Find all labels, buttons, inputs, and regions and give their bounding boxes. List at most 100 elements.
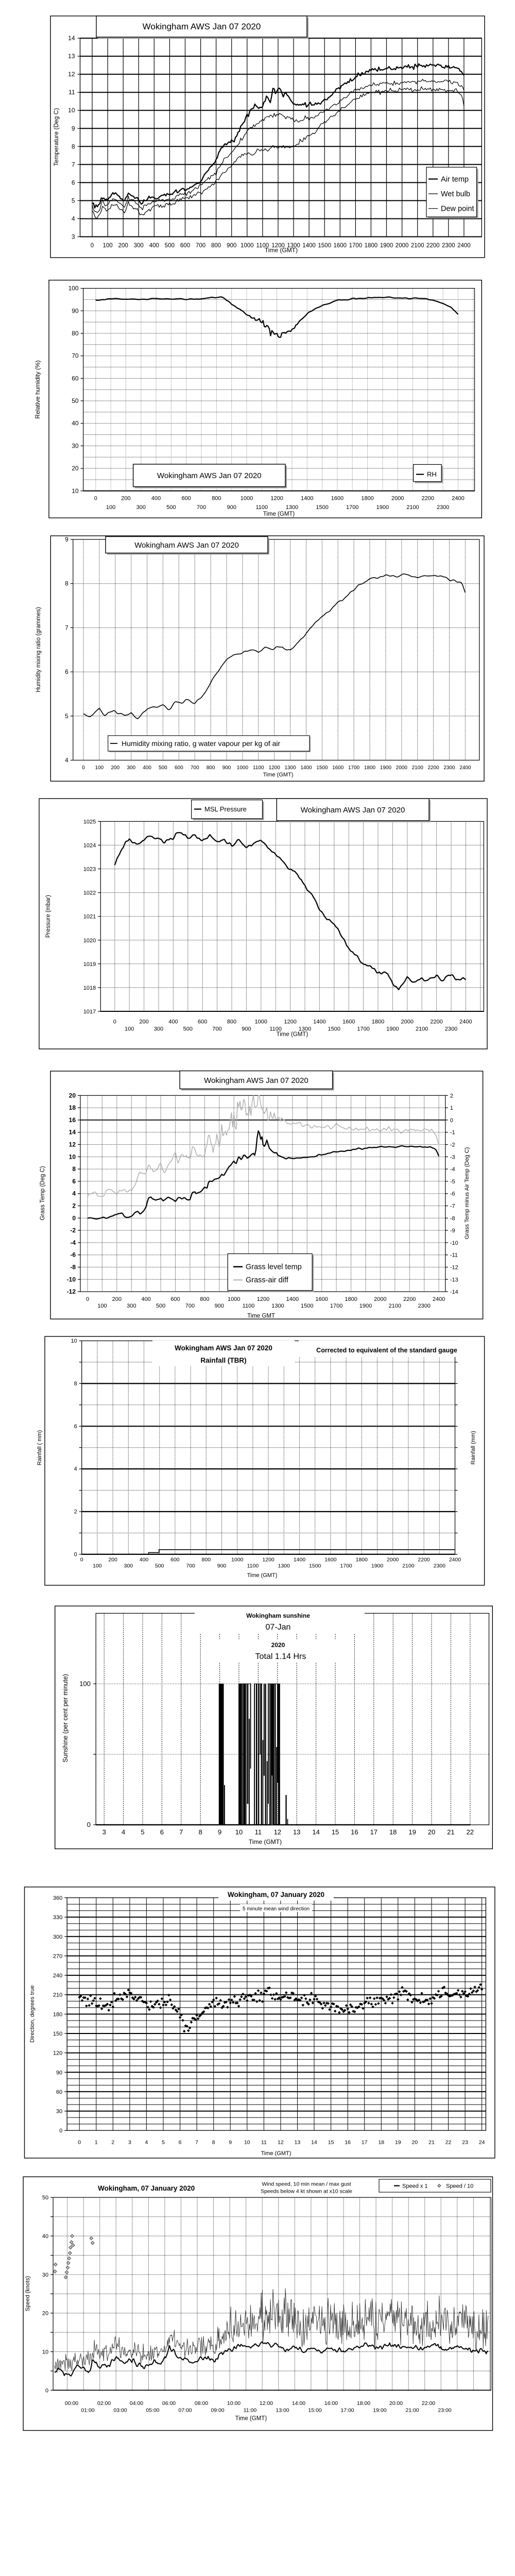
svg-text:14: 14 xyxy=(68,35,75,42)
svg-text:20: 20 xyxy=(412,2140,418,2146)
svg-text:6: 6 xyxy=(72,1178,76,1185)
svg-text:400: 400 xyxy=(143,765,151,771)
svg-text:00:00: 00:00 xyxy=(65,2400,78,2406)
svg-text:1700: 1700 xyxy=(340,1563,352,1569)
svg-text:20:00: 20:00 xyxy=(389,2400,403,2406)
svg-text:Time (GMT): Time (GMT) xyxy=(249,1838,282,1845)
svg-text:19:00: 19:00 xyxy=(373,2408,386,2414)
svg-text:0: 0 xyxy=(86,1296,89,1302)
svg-text:2200: 2200 xyxy=(426,243,440,249)
svg-text:1024: 1024 xyxy=(83,842,96,849)
svg-text:1600: 1600 xyxy=(315,1296,328,1302)
svg-text:0: 0 xyxy=(87,1821,91,1828)
svg-text:21: 21 xyxy=(428,2140,435,2146)
svg-text:Total 1.14 Hrs: Total 1.14 Hrs xyxy=(255,1652,306,1661)
svg-text:4: 4 xyxy=(65,757,68,764)
svg-text:1500: 1500 xyxy=(301,1303,313,1309)
svg-text:-14: -14 xyxy=(450,1289,458,1295)
svg-text:300: 300 xyxy=(53,1934,62,1940)
svg-text:3: 3 xyxy=(102,1828,106,1836)
svg-text:700: 700 xyxy=(197,504,206,511)
svg-text:2: 2 xyxy=(111,2140,114,2146)
svg-text:240: 240 xyxy=(53,1973,62,1979)
svg-text:2: 2 xyxy=(72,1202,76,1210)
svg-text:1800: 1800 xyxy=(364,765,376,771)
svg-text:1800: 1800 xyxy=(361,495,373,501)
svg-text:20: 20 xyxy=(428,1828,435,1836)
svg-text:Relative humidity (%): Relative humidity (%) xyxy=(34,360,41,418)
svg-text:15: 15 xyxy=(328,2140,334,2146)
svg-text:1200: 1200 xyxy=(270,495,283,501)
svg-text:17:00: 17:00 xyxy=(340,2408,354,2414)
svg-text:9: 9 xyxy=(65,536,68,543)
svg-text:30: 30 xyxy=(42,2272,48,2278)
svg-text:11: 11 xyxy=(255,1828,262,1836)
svg-text:300: 300 xyxy=(134,243,144,249)
svg-text:800: 800 xyxy=(211,243,221,249)
svg-text:23:00: 23:00 xyxy=(438,2408,451,2414)
svg-text:300: 300 xyxy=(127,1303,136,1309)
svg-text:09:00: 09:00 xyxy=(211,2408,224,2414)
svg-text:1000: 1000 xyxy=(231,1557,244,1563)
svg-text:6: 6 xyxy=(74,1423,77,1430)
svg-text:12: 12 xyxy=(278,2140,284,2146)
svg-text:900: 900 xyxy=(227,504,236,511)
svg-text:800: 800 xyxy=(200,1296,209,1302)
svg-text:900: 900 xyxy=(227,243,236,249)
svg-text:1800: 1800 xyxy=(345,1296,357,1302)
svg-text:Grass level temp: Grass level temp xyxy=(246,1263,302,1272)
svg-text:300: 300 xyxy=(124,1563,133,1569)
svg-text:14: 14 xyxy=(312,1828,319,1836)
svg-text:-9: -9 xyxy=(450,1228,455,1234)
svg-text:Speed / 10: Speed / 10 xyxy=(446,2183,473,2190)
svg-text:2300: 2300 xyxy=(442,243,455,249)
svg-text:120: 120 xyxy=(53,2050,62,2057)
svg-text:800: 800 xyxy=(202,1557,211,1563)
svg-text:1: 1 xyxy=(450,1105,453,1111)
svg-text:7: 7 xyxy=(65,624,68,631)
svg-text:1800: 1800 xyxy=(372,1019,384,1025)
svg-text:0: 0 xyxy=(72,1214,76,1222)
svg-text:12: 12 xyxy=(274,1828,281,1836)
svg-text:14:00: 14:00 xyxy=(292,2400,305,2406)
svg-text:0: 0 xyxy=(113,1019,116,1025)
svg-text:11: 11 xyxy=(68,89,75,96)
svg-text:22: 22 xyxy=(445,2140,452,2146)
svg-text:200: 200 xyxy=(139,1019,148,1025)
svg-text:11: 11 xyxy=(261,2140,267,2146)
svg-text:1000: 1000 xyxy=(241,243,254,249)
svg-text:0: 0 xyxy=(78,2140,81,2146)
svg-text:-12: -12 xyxy=(450,1265,458,1271)
svg-text:Wokingham AWS Jan 07 2020: Wokingham AWS Jan 07 2020 xyxy=(301,806,405,815)
svg-text:Sunshine (per cent per minute): Sunshine (per cent per minute) xyxy=(62,1674,69,1762)
svg-text:500: 500 xyxy=(165,243,175,249)
svg-text:1200: 1200 xyxy=(284,1019,296,1025)
svg-text:200: 200 xyxy=(112,1296,122,1302)
svg-text:13: 13 xyxy=(295,2140,301,2146)
svg-text:24: 24 xyxy=(479,2140,485,2146)
svg-text:07-Jan: 07-Jan xyxy=(266,1623,291,1632)
svg-text:2000: 2000 xyxy=(374,1296,386,1302)
svg-text:1700: 1700 xyxy=(349,243,363,249)
svg-text:Humidity mixing ratio, g water: Humidity mixing ratio, g water vapour pe… xyxy=(122,739,280,748)
svg-text:2100: 2100 xyxy=(411,243,424,249)
svg-text:Corrected to equivalent of the: Corrected to equivalent of the standard … xyxy=(316,1347,457,1354)
svg-text:08:00: 08:00 xyxy=(195,2400,208,2406)
svg-text:1700: 1700 xyxy=(357,1026,369,1032)
svg-text:300: 300 xyxy=(154,1026,163,1032)
svg-text:1600: 1600 xyxy=(334,243,347,249)
svg-text:400: 400 xyxy=(140,1557,149,1563)
svg-text:5: 5 xyxy=(162,2140,165,2146)
svg-text:Wokingham AWS Jan 07 2020: Wokingham AWS Jan 07 2020 xyxy=(175,1344,272,1352)
svg-text:20: 20 xyxy=(72,465,79,472)
svg-text:6: 6 xyxy=(160,1828,164,1836)
svg-text:18: 18 xyxy=(69,1104,76,1111)
svg-text:900: 900 xyxy=(242,1026,251,1032)
svg-text:700: 700 xyxy=(191,765,199,771)
svg-text:Rainfall (mm): Rainfall (mm) xyxy=(470,1431,476,1464)
svg-text:Rainfall (TBR): Rainfall (TBR) xyxy=(200,1357,246,1364)
svg-text:13:00: 13:00 xyxy=(276,2408,289,2414)
svg-text:1000: 1000 xyxy=(241,495,253,501)
svg-text:Humidity mixing ratio (grammes: Humidity mixing ratio (grammes) xyxy=(36,607,42,692)
svg-text:2020: 2020 xyxy=(271,1641,285,1649)
